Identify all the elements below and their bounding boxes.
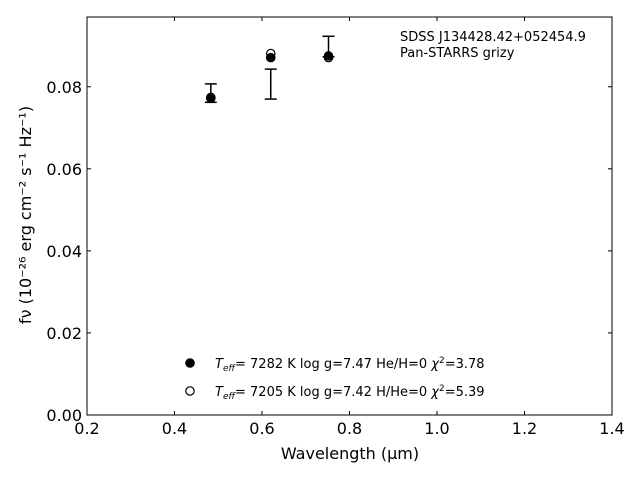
annotation-line-1: SDSS J134428.42+052454.9 bbox=[400, 30, 586, 45]
x-tick-label: 1.0 bbox=[424, 419, 449, 438]
legend-entry-1: Teff= 7282 K log g=7.47 He/H=0 χ2=3.78 bbox=[215, 356, 485, 374]
legend-open-circle bbox=[185, 386, 195, 396]
x-tick-label: 1.2 bbox=[512, 419, 537, 438]
open-circle-point bbox=[206, 92, 216, 103]
legend: Teff= 7282 K log g=7.47 He/H=0 χ2=3.78 Te… bbox=[185, 356, 485, 402]
y-tick-label: 0.06 bbox=[46, 160, 82, 179]
y-tick-label: 0.08 bbox=[46, 78, 82, 97]
x-tick-label: 1.4 bbox=[599, 419, 624, 438]
error-bar bbox=[264, 68, 277, 100]
open-circle-point bbox=[265, 48, 276, 59]
x-axis-label: Wavelength (μm) bbox=[281, 444, 419, 463]
plot-area bbox=[204, 35, 335, 104]
axes-frame bbox=[86, 16, 613, 416]
annotation-line-2: Pan-STARRS grizy bbox=[400, 46, 515, 61]
x-tick-label: 0.4 bbox=[162, 419, 187, 438]
y-tick-label: 0.00 bbox=[46, 406, 82, 425]
legend-filled-circle bbox=[185, 358, 195, 368]
x-tick-label: 0.2 bbox=[74, 419, 99, 438]
y-axis-label: fν (10⁻²⁶ erg cm⁻² s⁻¹ Hz⁻¹) bbox=[16, 106, 35, 324]
y-tick-label: 0.02 bbox=[46, 324, 82, 343]
legend-entry-2: Teff= 7205 K log g=7.42 H/He=0 χ2=5.39 bbox=[215, 384, 485, 402]
axes: 0.2 0.4 0.6 0.8 1.0 1.2 1.4 0.00 0.02 0.04 0.06 0.0… bbox=[46, 16, 625, 438]
y-tick-label: 0.04 bbox=[46, 242, 82, 261]
x-tick-label: 0.8 bbox=[337, 419, 362, 438]
x-tick-label: 0.6 bbox=[249, 419, 274, 438]
open-circle-point bbox=[323, 52, 334, 63]
